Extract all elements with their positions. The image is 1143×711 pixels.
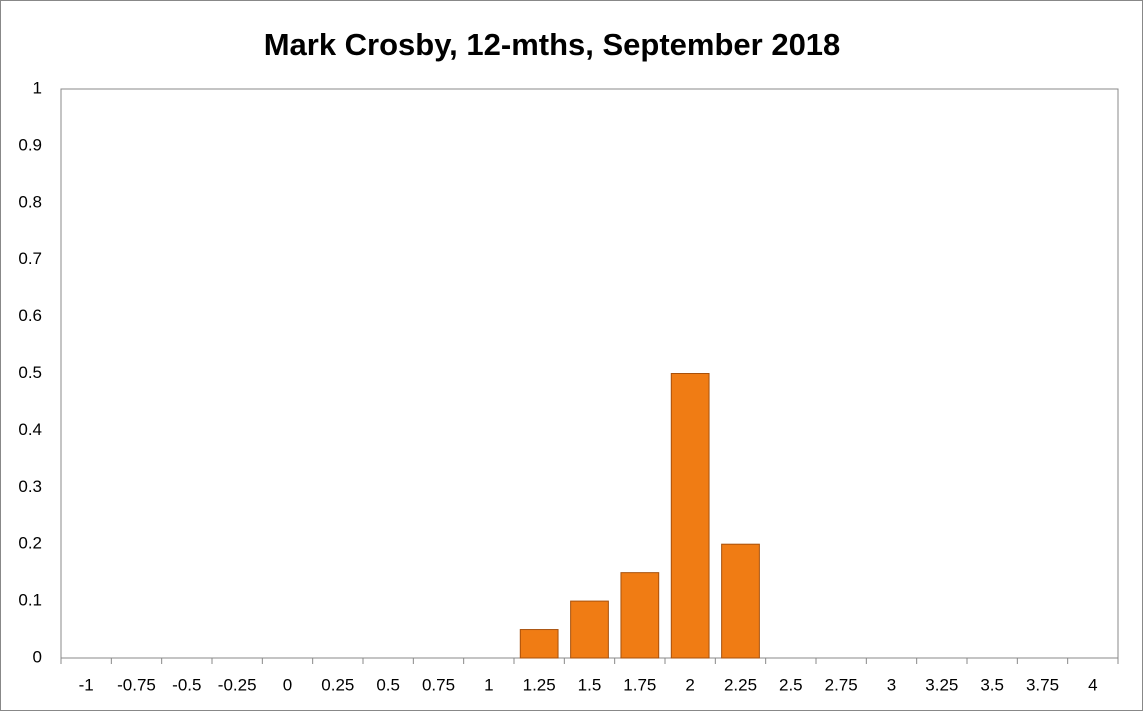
y-tick-label: 0.9 (18, 135, 42, 154)
x-tick-label: 0 (283, 675, 292, 694)
x-tick-label: 3.5 (980, 675, 1004, 694)
x-tick-label: 1.5 (578, 675, 602, 694)
x-tick-label: 0.25 (321, 675, 354, 694)
bar (620, 572, 660, 659)
y-tick-label: 0 (33, 647, 42, 666)
x-tick-label: 0.5 (376, 675, 400, 694)
x-tick-label: -1 (79, 675, 94, 694)
x-tick-label: 2.75 (825, 675, 858, 694)
x-tick-label: -0.5 (172, 675, 201, 694)
y-tick-label: 0.4 (18, 420, 42, 439)
x-tick-label: 1.75 (623, 675, 656, 694)
x-tick-label: 1 (484, 675, 493, 694)
y-tick-label: 0.3 (18, 477, 42, 496)
x-tick-label: 2 (685, 675, 694, 694)
x-tick-label: 2.25 (724, 675, 757, 694)
y-tick-label: 0.8 (18, 192, 42, 211)
y-tick-label: 0.7 (18, 249, 42, 268)
x-tick-label: 1.25 (523, 675, 556, 694)
x-tick-label: -0.75 (117, 675, 156, 694)
x-tick-label: 3 (887, 675, 896, 694)
x-tick-label: -0.25 (218, 675, 257, 694)
x-tick-label: 3.75 (1026, 675, 1059, 694)
y-tick-label: 0.6 (18, 306, 42, 325)
x-tick-label: 2.5 (779, 675, 803, 694)
bar (670, 373, 710, 659)
bar (519, 629, 559, 659)
y-tick-label: 0.2 (18, 534, 42, 553)
x-tick-label: 4 (1088, 675, 1097, 694)
x-tick-label: 3.25 (925, 675, 958, 694)
y-tick-label: 0.1 (18, 591, 42, 610)
bar (570, 600, 609, 659)
chart-title: Mark Crosby, 12-mths, September 2018 (264, 27, 841, 62)
y-tick-label: 0.5 (18, 363, 42, 382)
x-tick-label: 0.75 (422, 675, 455, 694)
y-tick-label: 1 (33, 78, 42, 97)
bar (721, 543, 760, 659)
